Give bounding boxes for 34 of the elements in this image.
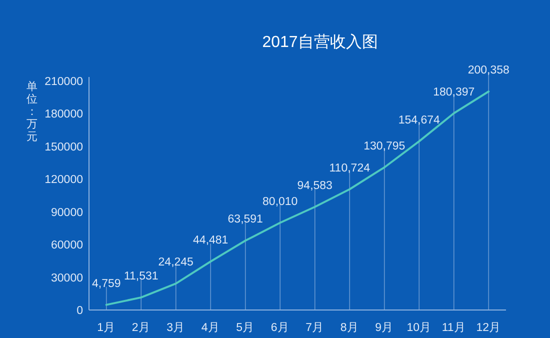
x-tick-label: 10月 <box>406 321 432 334</box>
data-label: 154,674 <box>398 114 441 126</box>
y-tick-label: 0 <box>76 305 83 317</box>
x-tick-label: 7月 <box>306 321 324 334</box>
y-axis-title: 单位：万元 <box>26 80 38 143</box>
y-tick-label: 90000 <box>51 206 83 219</box>
data-label: 4,759 <box>92 278 121 290</box>
y-tick-label: 150000 <box>44 141 83 154</box>
x-tick-label: 12月 <box>476 321 502 334</box>
data-label: 110,724 <box>329 162 371 174</box>
y-tick-label: 30000 <box>51 272 83 284</box>
x-tick-label: 2月 <box>132 321 150 334</box>
chart-title: 2017自营收入图 <box>262 33 378 51</box>
y-tick-label: 60000 <box>51 240 83 252</box>
data-label: 200,358 <box>468 64 510 77</box>
x-tick-label: 1月 <box>97 321 116 334</box>
data-label: 44,481 <box>193 234 228 246</box>
data-label: 180,397 <box>433 86 475 98</box>
x-tick-label: 9月 <box>375 321 394 334</box>
y-tick-label: 120000 <box>44 174 83 186</box>
data-label: 24,245 <box>158 256 194 269</box>
data-label: 80,010 <box>262 196 298 208</box>
y-tick-label: 210000 <box>44 76 83 88</box>
x-tick-label: 8月 <box>340 321 359 334</box>
y-tick-label: 180000 <box>44 108 83 121</box>
x-tick-label: 4月 <box>201 321 220 334</box>
x-tick-label: 5月 <box>236 321 255 334</box>
x-tick-label: 6月 <box>270 321 290 334</box>
x-tick-label: 3月 <box>166 321 186 334</box>
data-label: 11,531 <box>124 270 158 282</box>
x-tick-label: 11月 <box>442 321 466 334</box>
data-label: 63,591 <box>228 214 263 226</box>
data-label: 130,795 <box>364 140 406 152</box>
data-label: 94,583 <box>297 180 332 192</box>
